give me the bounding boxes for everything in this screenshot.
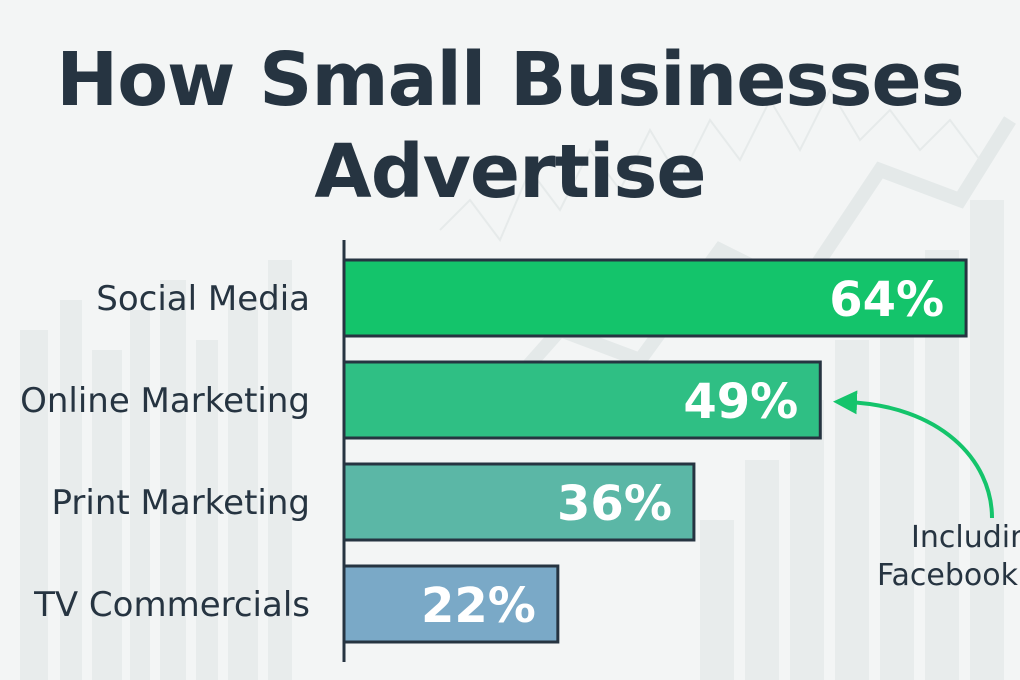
category-label: Print Marketing [52, 483, 310, 523]
category-label: TV Commercials [33, 585, 310, 625]
chart-title-line-1: How Small Businesses [56, 37, 964, 123]
annotation-line-2: Facebook [877, 558, 1019, 593]
value-label: 36% [557, 476, 672, 532]
bar-print-marketing [342, 462, 696, 542]
annotation-arrow [833, 390, 994, 519]
chart-title-line-2: Advertise [314, 129, 706, 215]
annotation-line-1: Including [911, 520, 1020, 555]
bar-online-marketing [342, 360, 822, 440]
category-label: Social Media [96, 279, 310, 319]
bar-tv-commercials [342, 564, 560, 644]
category-label: Online Marketing [20, 381, 310, 421]
value-label: 22% [421, 578, 536, 634]
value-label: 64% [829, 272, 944, 328]
value-label: 49% [683, 374, 798, 430]
